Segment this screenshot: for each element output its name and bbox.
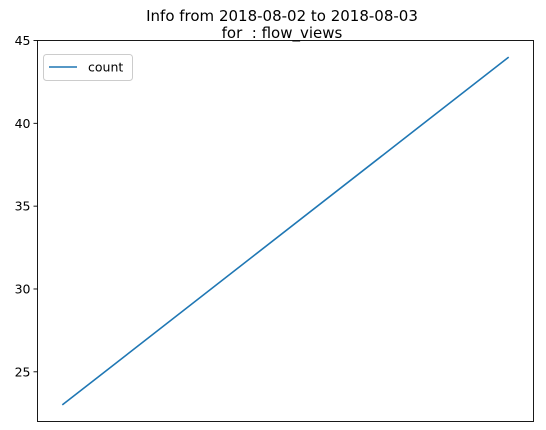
chart-title-line-1: Info from 2018-08-02 to 2018-08-03 xyxy=(146,7,418,25)
y-axis-ticks: 25 30 35 40 45 xyxy=(15,33,38,379)
y-tick-label: 40 xyxy=(15,116,31,131)
y-tick-label: 35 xyxy=(15,199,31,214)
y-tick-label: 30 xyxy=(15,281,31,296)
series-layer xyxy=(62,57,508,405)
y-tick-label: 45 xyxy=(15,33,31,48)
legend-label-count: count xyxy=(88,60,123,75)
legend: count xyxy=(44,55,133,81)
y-tick-label: 25 xyxy=(15,364,31,379)
series-line-count xyxy=(62,57,508,405)
